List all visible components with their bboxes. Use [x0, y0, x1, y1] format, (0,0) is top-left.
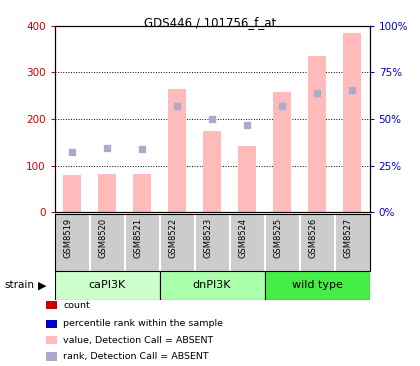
- Text: percentile rank within the sample: percentile rank within the sample: [63, 319, 223, 328]
- Text: GSM8519: GSM8519: [63, 218, 72, 258]
- Text: value, Detection Call = ABSENT: value, Detection Call = ABSENT: [63, 336, 213, 344]
- Text: GDS446 / 101756_f_at: GDS446 / 101756_f_at: [144, 16, 276, 30]
- Text: GSM8525: GSM8525: [273, 218, 282, 258]
- Bar: [98, 174, 116, 212]
- Text: rank, Detection Call = ABSENT: rank, Detection Call = ABSENT: [63, 352, 209, 361]
- Bar: [308, 56, 326, 212]
- Bar: [265, 271, 370, 300]
- Text: wild type: wild type: [291, 280, 343, 291]
- Text: GSM8522: GSM8522: [168, 218, 177, 258]
- Bar: [134, 174, 151, 212]
- Bar: [203, 131, 221, 212]
- Bar: [63, 175, 81, 212]
- Text: GSM8521: GSM8521: [133, 218, 142, 258]
- Text: caPI3K: caPI3K: [89, 280, 126, 291]
- Bar: [55, 271, 160, 300]
- Text: dnPI3K: dnPI3K: [193, 280, 231, 291]
- Bar: [239, 146, 256, 212]
- Text: GSM8523: GSM8523: [203, 218, 212, 258]
- Text: strain: strain: [4, 280, 34, 291]
- Bar: [273, 92, 291, 212]
- Text: GSM8524: GSM8524: [238, 218, 247, 258]
- Bar: [344, 33, 361, 212]
- Text: GSM8527: GSM8527: [343, 218, 352, 258]
- Text: ▶: ▶: [38, 280, 46, 291]
- Bar: [160, 271, 265, 300]
- Text: count: count: [63, 301, 90, 310]
- Text: GSM8526: GSM8526: [308, 218, 317, 258]
- Text: GSM8520: GSM8520: [98, 218, 107, 258]
- Bar: [168, 89, 186, 212]
